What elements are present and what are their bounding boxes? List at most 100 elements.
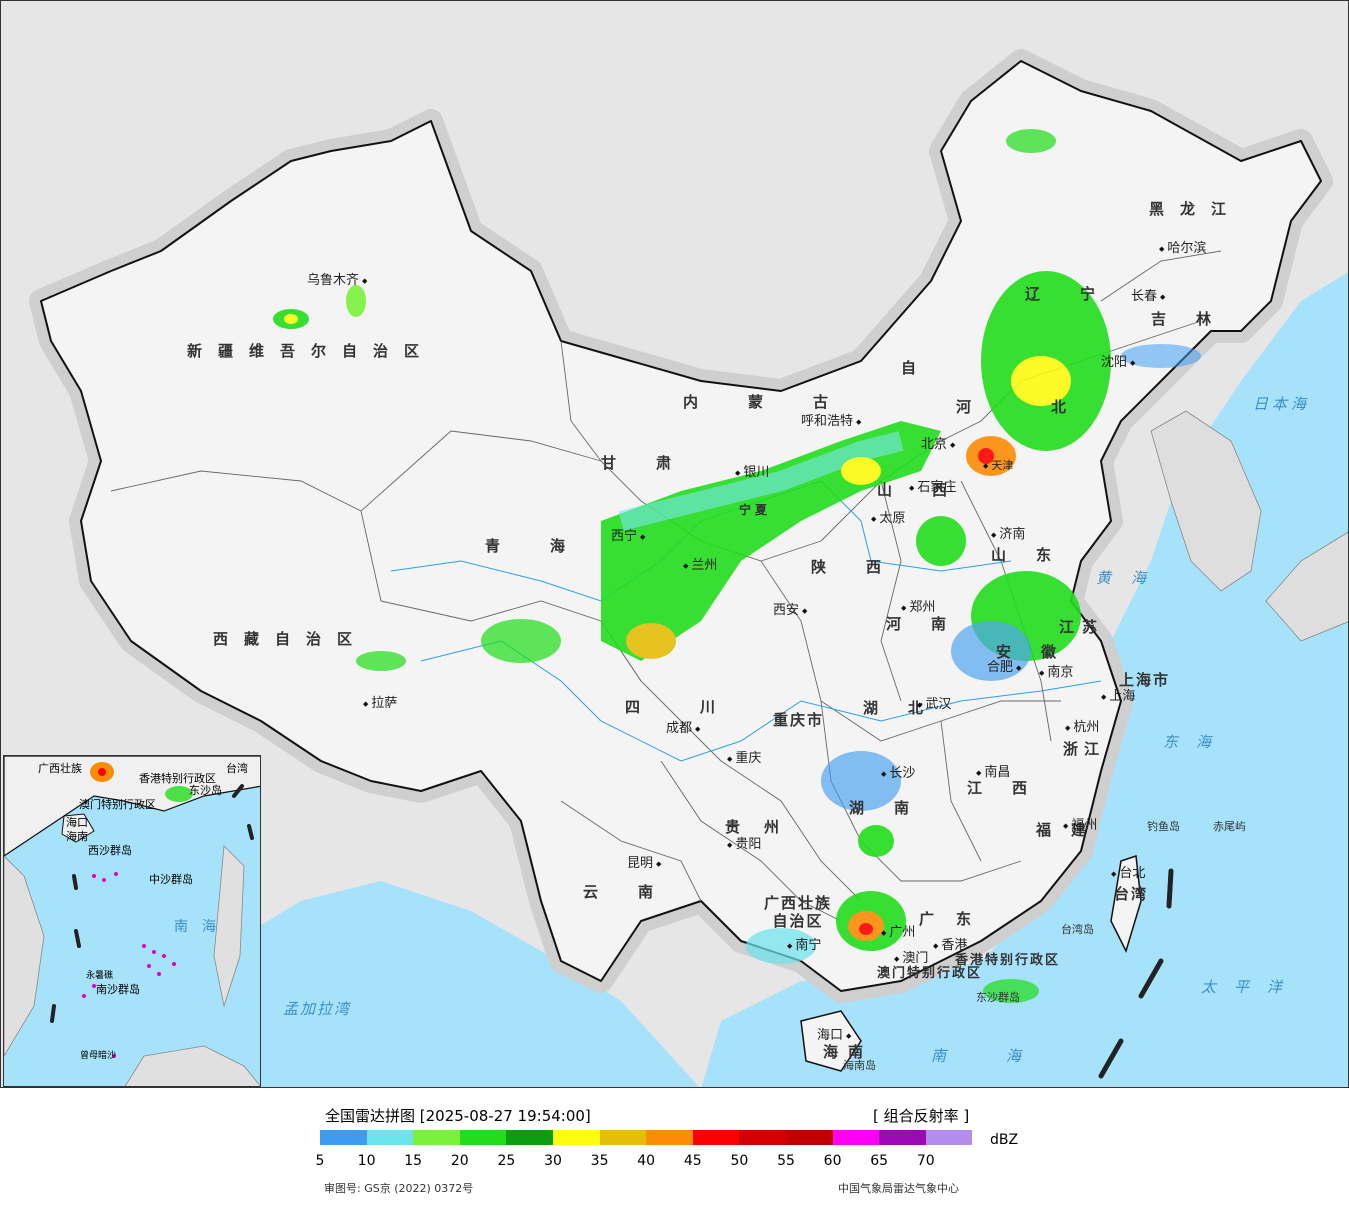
province-label-guizhou: 贵州 xyxy=(725,818,804,836)
inset-label-macau: 澳门特别行政区 xyxy=(79,798,156,811)
inset-boundary-dashes xyxy=(50,784,254,1023)
city-nanning: 南宁 xyxy=(787,934,821,953)
inset-mainland xyxy=(4,756,260,857)
inset-borneo xyxy=(124,1045,260,1086)
province-label-hebei: 河北 xyxy=(956,398,1147,416)
province-label-zhejiang: 浙江 xyxy=(1063,740,1106,758)
inset-label-dongsha: 东沙岛 xyxy=(189,784,222,797)
boundary-dashes xyxy=(1098,868,1174,1079)
city-lanzhou: 兰州 xyxy=(683,554,717,573)
island-label-diaoyu: 钓鱼岛 xyxy=(1147,820,1180,833)
inset-label-guangxi: 广西壮族 xyxy=(38,762,82,775)
color-swatch xyxy=(320,1130,367,1145)
color-swatch xyxy=(552,1130,600,1145)
province-label-taiwan: 台湾 xyxy=(1114,885,1149,903)
color-swatch xyxy=(692,1130,740,1145)
map-base-layer xyxy=(29,1,1348,1087)
city-xining: 西宁 xyxy=(611,525,645,544)
city-fuzhou: 福州 xyxy=(1063,814,1097,833)
sea-label-yellow: 黄海 xyxy=(1096,569,1167,587)
province-label-neimenggu: 内蒙古 xyxy=(683,393,879,411)
city-jinan: 济南 xyxy=(991,523,1025,542)
city-hohhot: 呼和浩特 xyxy=(801,410,861,429)
color-swatch xyxy=(646,1130,693,1145)
province-label-shandong: 山东 xyxy=(991,546,1082,564)
tick-label: 30 xyxy=(544,1153,562,1169)
inset-label-nansha: 南沙群岛 xyxy=(96,983,140,996)
province-label-jiangsu: 江苏 xyxy=(1059,618,1106,636)
province-label-hunan: 湖南 xyxy=(849,799,940,817)
province-label-henan: 河南 xyxy=(886,615,977,633)
island-label-chiwei: 赤尾屿 xyxy=(1213,820,1246,833)
color-swatch xyxy=(832,1130,880,1145)
city-chengdu: 成都 xyxy=(666,717,700,736)
data-source-agency: 中国气象局雷达气象中心 xyxy=(838,1182,959,1195)
color-scale-bar xyxy=(320,1130,973,1145)
island-label-hainan: 海南岛 xyxy=(843,1059,876,1072)
inset-reefs xyxy=(82,872,176,1058)
color-swatch xyxy=(785,1130,833,1145)
color-swatch xyxy=(366,1130,414,1145)
city-haikou: 海口 xyxy=(817,1024,851,1043)
city-guiyang: 贵阳 xyxy=(727,833,761,852)
province-label-hongkong: 香港特别行政区 xyxy=(955,953,1061,968)
color-swatch xyxy=(413,1130,460,1145)
inset-label-haikou: 海口 xyxy=(66,816,88,829)
province-label-jiangxi: 江西 xyxy=(967,779,1058,797)
inset-label-hongkong: 香港特别行政区 xyxy=(139,772,216,785)
province-label-yunnan: 云南 xyxy=(583,883,694,901)
city-wuhan: 武汉 xyxy=(917,693,951,712)
legend-product: [ 组合反射率 ] xyxy=(873,1107,970,1125)
inset-philippines xyxy=(213,845,245,1008)
radar-map[interactable]: 新疆维吾尔自治区 西藏自治区 青海 甘肃 内蒙古 自 黑龙江 吉林 辽宁 河北 … xyxy=(0,0,1349,1088)
island-label-dongsha: 东沙群岛 xyxy=(976,991,1020,1004)
province-label-qinghai: 青海 xyxy=(485,537,616,555)
province-label-heilongjiang: 黑龙江 xyxy=(1149,200,1243,218)
tick-label: 10 xyxy=(357,1153,376,1169)
province-label-gansu: 甘肃 xyxy=(601,454,712,472)
korea-peninsula xyxy=(1150,410,1262,592)
city-changsha: 长沙 xyxy=(881,762,915,781)
city-kunming: 昆明 xyxy=(627,852,661,871)
tick-label: 45 xyxy=(683,1153,702,1169)
inset-label-hainan: 海南 xyxy=(66,830,88,843)
radar-echoes xyxy=(273,129,1201,1003)
tick-label: 25 xyxy=(497,1153,516,1169)
city-tianjin: 天津 xyxy=(983,457,1013,473)
province-label-guangxi: 广西壮族自治区 xyxy=(763,894,832,930)
city-nanjing: 南京 xyxy=(1039,661,1073,680)
ocean-area xyxy=(701,1,1348,1087)
tick-label: 40 xyxy=(637,1153,656,1169)
color-swatch xyxy=(459,1130,507,1145)
province-label-shaanxi: 陕西 xyxy=(811,558,922,576)
city-beijing: 北京 xyxy=(921,433,955,452)
city-lhasa: 拉萨 xyxy=(363,692,397,711)
province-label-sichuan: 四川 xyxy=(625,698,776,716)
city-hangzhou: 杭州 xyxy=(1065,716,1099,735)
city-hongkong: 香港 xyxy=(933,934,967,953)
sea-label-japan: 日本海 xyxy=(1253,395,1311,413)
sea-label-south: 南海 xyxy=(931,1047,1082,1065)
sea-label-pacific: 太平洋 xyxy=(1201,978,1301,996)
color-swatch xyxy=(599,1130,647,1145)
city-shijiazhuang: 石家庄 xyxy=(909,476,956,495)
inset-label-zengmu: 曾母暗沙 xyxy=(80,1051,117,1061)
sea-label-bengal: 孟加拉湾 xyxy=(283,1000,352,1018)
tick-label: 60 xyxy=(823,1153,842,1169)
tick-label: 15 xyxy=(404,1153,423,1169)
inset-label-xisha: 西沙群岛 xyxy=(88,844,132,857)
color-swatch xyxy=(506,1130,553,1145)
inset-indochina xyxy=(4,855,45,1057)
color-swatch xyxy=(739,1130,786,1145)
province-label-zi: 自 xyxy=(901,359,933,377)
inset-label-yongshu: 永暑礁 xyxy=(86,971,114,981)
city-taipei: 台北 xyxy=(1111,862,1145,881)
city-taiyuan: 太原 xyxy=(871,507,905,526)
province-label-hubei: 湖北 xyxy=(863,699,954,717)
city-nanchang: 南昌 xyxy=(976,761,1010,780)
inset-label-zhongsha: 中沙群岛 xyxy=(149,873,193,886)
province-label-xizang: 西藏自治区 xyxy=(213,630,369,648)
legend-panel: 全国雷达拼图 [2025-08-27 19:54:00] [ 组合反射率 ] 5… xyxy=(0,1090,1349,1208)
city-guangzhou: 广州 xyxy=(881,921,915,940)
province-label-ningxia: 宁夏 xyxy=(739,503,772,517)
